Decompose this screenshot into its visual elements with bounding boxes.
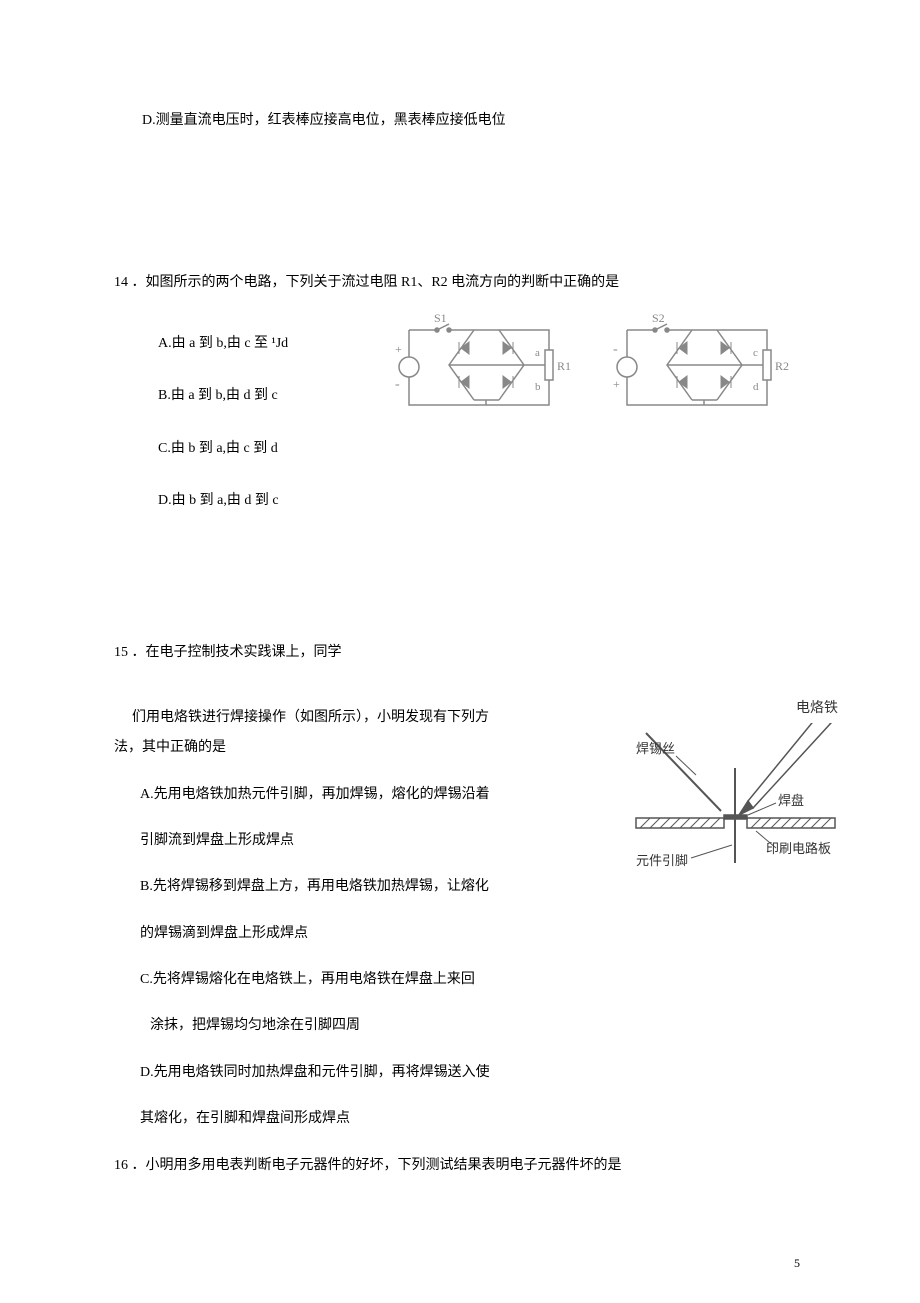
q14-fig2-r-label: R2: [775, 359, 789, 373]
q15-option-d-cont: 其熔化，在引脚和焊盘间形成焊点: [140, 1108, 806, 1130]
q16-stem: 16 ．小明用多用电表判断电子元器件的好坏，下列测试结果表明电子元器件坏的是: [114, 1155, 806, 1177]
q14-circuit-2: S2 c d R2 - +: [607, 310, 797, 420]
q13-option-d: D.测量直流电压时，红表棒应接高电位，黑表棒应接低电位: [142, 110, 806, 132]
q15-option-c: C.先将焊锡熔化在电烙铁上，再用电烙铁在焊盘上来回: [140, 969, 806, 991]
q14-fig1-b-label: b: [535, 381, 541, 393]
q14-fig1-plus: +: [395, 342, 402, 356]
q15-stem-line1: 15 ．在电子控制技术实践课上，同学: [114, 642, 806, 664]
q14-fig2-b-label: d: [753, 381, 759, 393]
q15-option-d: D.先用电烙铁同时加热焊盘和元件引脚，再将焊锡送入使: [140, 1062, 806, 1084]
q15-option-b-cont: 的焊锡滴到焊盘上形成焊点: [140, 923, 806, 945]
q14-fig2-a-label: c: [753, 347, 758, 359]
q14-fig1-r-label: R1: [557, 359, 571, 373]
page-number: 5: [794, 1254, 800, 1273]
question-14: 14 ．如图所示的两个电路，下列关于流过电阻 R1、R2 电流方向的判断中正确的…: [114, 272, 806, 512]
q15-pcb-label: 印刷电路板: [766, 841, 831, 856]
q15-option-c-cont: 涂抹，把焊锡均匀地涂在引脚四周: [150, 1015, 806, 1037]
q14-figures: S1 a b R1 + -: [389, 310, 797, 420]
q15-iron-label: 电烙铁: [626, 698, 838, 720]
q14-circuit-1: S1 a b R1 + -: [389, 310, 579, 420]
q15-lead-label: 元件引脚: [636, 853, 688, 868]
q14-fig2-minus: +: [613, 377, 620, 391]
q14-fig1-minus: -: [395, 377, 400, 392]
q15-figure: 电烙铁: [626, 698, 856, 872]
q14-option-d: D.由 b 到 a,由 d 到 c: [158, 490, 806, 512]
q14-option-c: C.由 b 到 a,由 c 到 d: [158, 438, 806, 460]
q14-fig1-s-label: S1: [434, 311, 447, 325]
q15-pad-label: 焊盘: [778, 793, 804, 808]
q14-fig2-plus: -: [613, 342, 618, 357]
q15-wire-label: 焊锡丝: [636, 741, 675, 756]
question-15: 15 ．在电子控制技术实践课上，同学 们用电烙铁进行焊接操作（如图所示），小明发…: [114, 642, 806, 1130]
q15-option-b: B.先将焊锡移到焊盘上方，再用电烙铁加热焊锡，让熔化: [140, 876, 806, 898]
q14-fig1-a-label: a: [535, 347, 540, 359]
q14-fig2-s-label: S2: [652, 311, 665, 325]
q14-stem: 14 ．如图所示的两个电路，下列关于流过电阻 R1、R2 电流方向的判断中正确的…: [114, 272, 806, 294]
